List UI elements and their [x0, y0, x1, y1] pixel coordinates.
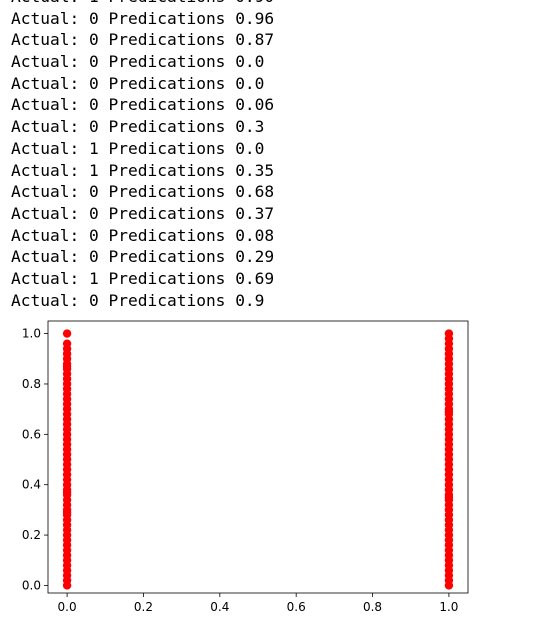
output-line: Actual: 1 Predications 0.0: [11, 138, 274, 160]
actual-label: Actual:: [11, 95, 80, 115]
actual-value: 0: [88, 95, 99, 115]
prediction-value: 0.35: [235, 160, 275, 180]
output-line: Actual: 0 Predications 0.0: [11, 73, 274, 95]
y-tick-label: 1.0: [22, 327, 41, 341]
scatter-point: [62, 329, 72, 338]
y-tick-label: 0.0: [22, 578, 41, 592]
actual-value: 0: [88, 290, 99, 310]
prediction-value: 0.90: [235, 0, 274, 6]
prediction-value: 0.87: [235, 30, 275, 50]
prediction-value: 0.3: [235, 117, 265, 137]
prediction-value: 0.68: [235, 182, 275, 202]
output-line: Actual: 0 Predications 0.96: [11, 8, 274, 30]
y-tick-label: 0.8: [22, 377, 41, 391]
actual-value: 0: [88, 73, 99, 93]
actual-value: 1: [88, 138, 99, 158]
output-line: Actual: 0 Predications 0.08: [11, 225, 274, 247]
scatter-point: [62, 339, 72, 348]
y-axis-ticks: 0.0 0.2 0.4 0.6 0.8 1.0: [22, 327, 48, 592]
actual-value: 1: [88, 268, 99, 288]
actual-label: Actual:: [11, 247, 80, 267]
output-line: Actual: 0 Predications 0.37: [11, 203, 274, 225]
actual-label: Actual:: [11, 203, 80, 223]
actual-value: 0: [88, 182, 99, 202]
actual-value: 0: [88, 225, 99, 245]
predications-label: Predications: [108, 117, 226, 137]
predications-label: Predications: [108, 203, 226, 223]
actual-value: 0: [88, 247, 99, 267]
predications-label: Predications: [108, 160, 226, 180]
prediction-value: 0.0: [235, 138, 265, 158]
scatter-point: [444, 329, 454, 338]
prediction-value: 0.9: [235, 290, 265, 310]
y-tick-label: 0.4: [22, 478, 41, 492]
predications-label: Predications: [108, 30, 226, 50]
x-tick-label: 0.8: [363, 600, 382, 614]
predications-label: Predications: [108, 8, 226, 28]
plot-frame: [47, 320, 469, 594]
actual-value: 0: [88, 8, 99, 28]
actual-label: Actual:: [11, 117, 80, 137]
predications-label: Predications: [108, 247, 226, 267]
predications-label: Predications: [108, 182, 226, 202]
output-line: Actual: 1 Predications 0.35: [11, 160, 274, 182]
actual-value: 0: [88, 52, 99, 72]
predications-label: Predications: [108, 268, 226, 288]
actual-value: 0: [88, 117, 99, 137]
prediction-value: 0.29: [235, 247, 275, 267]
prediction-value: 0.08: [235, 225, 275, 245]
actual-value: 0: [88, 30, 99, 50]
actual-label: Actual:: [11, 52, 80, 72]
cell-output: Actual: 1 Predications 0.90Actual: 0 Pre…: [11, 0, 274, 311]
scatter-points: [62, 329, 454, 590]
prediction-value: 0.06: [235, 95, 275, 115]
predications-label: Predications: [108, 225, 226, 245]
prediction-value: 0.69: [235, 268, 275, 288]
y-tick-label: 0.6: [22, 427, 41, 441]
prediction-value: 0.96: [235, 8, 275, 28]
predications-label: Predications: [108, 95, 226, 115]
actual-value: 1: [88, 160, 99, 180]
actual-label: Actual:: [11, 182, 80, 202]
actual-label: Actual:: [11, 8, 80, 28]
prediction-value: 0.37: [235, 203, 275, 223]
x-tick-label: 0.4: [210, 600, 229, 614]
x-tick-label: 0.2: [134, 600, 153, 614]
x-tick-label: 1.0: [439, 600, 458, 614]
actual-label: Actual:: [11, 73, 80, 93]
y-tick-label: 0.2: [22, 528, 41, 542]
predications-label: Predications: [108, 0, 225, 6]
predications-label: Predications: [108, 138, 226, 158]
actual-label: Actual:: [11, 160, 80, 180]
prediction-value: 0.0: [235, 73, 265, 93]
actual-label: Actual:: [11, 225, 80, 245]
actual-label: Actual:: [11, 268, 80, 288]
actual-label: Actual:: [11, 138, 80, 158]
actual-value: 0: [88, 203, 99, 223]
actual-value: 1: [89, 0, 99, 6]
x-tick-label: 0.0: [58, 600, 77, 614]
predications-label: Predications: [108, 73, 226, 93]
output-line: Actual: 0 Predications 0.29: [11, 246, 274, 268]
actual-label: Actual:: [11, 0, 79, 6]
actual-label: Actual:: [11, 290, 80, 310]
x-tick-label: 0.6: [287, 600, 306, 614]
output-line: Actual: 0 Predications 0.9: [11, 290, 274, 312]
output-line: Actual: 0 Predications 0.06: [11, 94, 274, 116]
output-line: Actual: 1 Predications 0.69: [11, 268, 274, 290]
output-line: Actual: 0 Predications 0.68: [11, 181, 274, 203]
x-axis-ticks: 0.0 0.2 0.4 0.6 0.8 1.0: [58, 593, 458, 614]
prediction-value: 0.0: [235, 52, 265, 72]
predications-label: Predications: [108, 52, 226, 72]
actual-label: Actual:: [11, 30, 80, 50]
output-line: Actual: 1 Predications 0.90: [11, 0, 274, 8]
output-line: Actual: 0 Predications 0.87: [11, 29, 274, 51]
output-line: Actual: 0 Predications 0.3: [11, 116, 274, 138]
output-line: Actual: 0 Predications 0.0: [11, 51, 274, 73]
predications-label: Predications: [108, 290, 226, 310]
